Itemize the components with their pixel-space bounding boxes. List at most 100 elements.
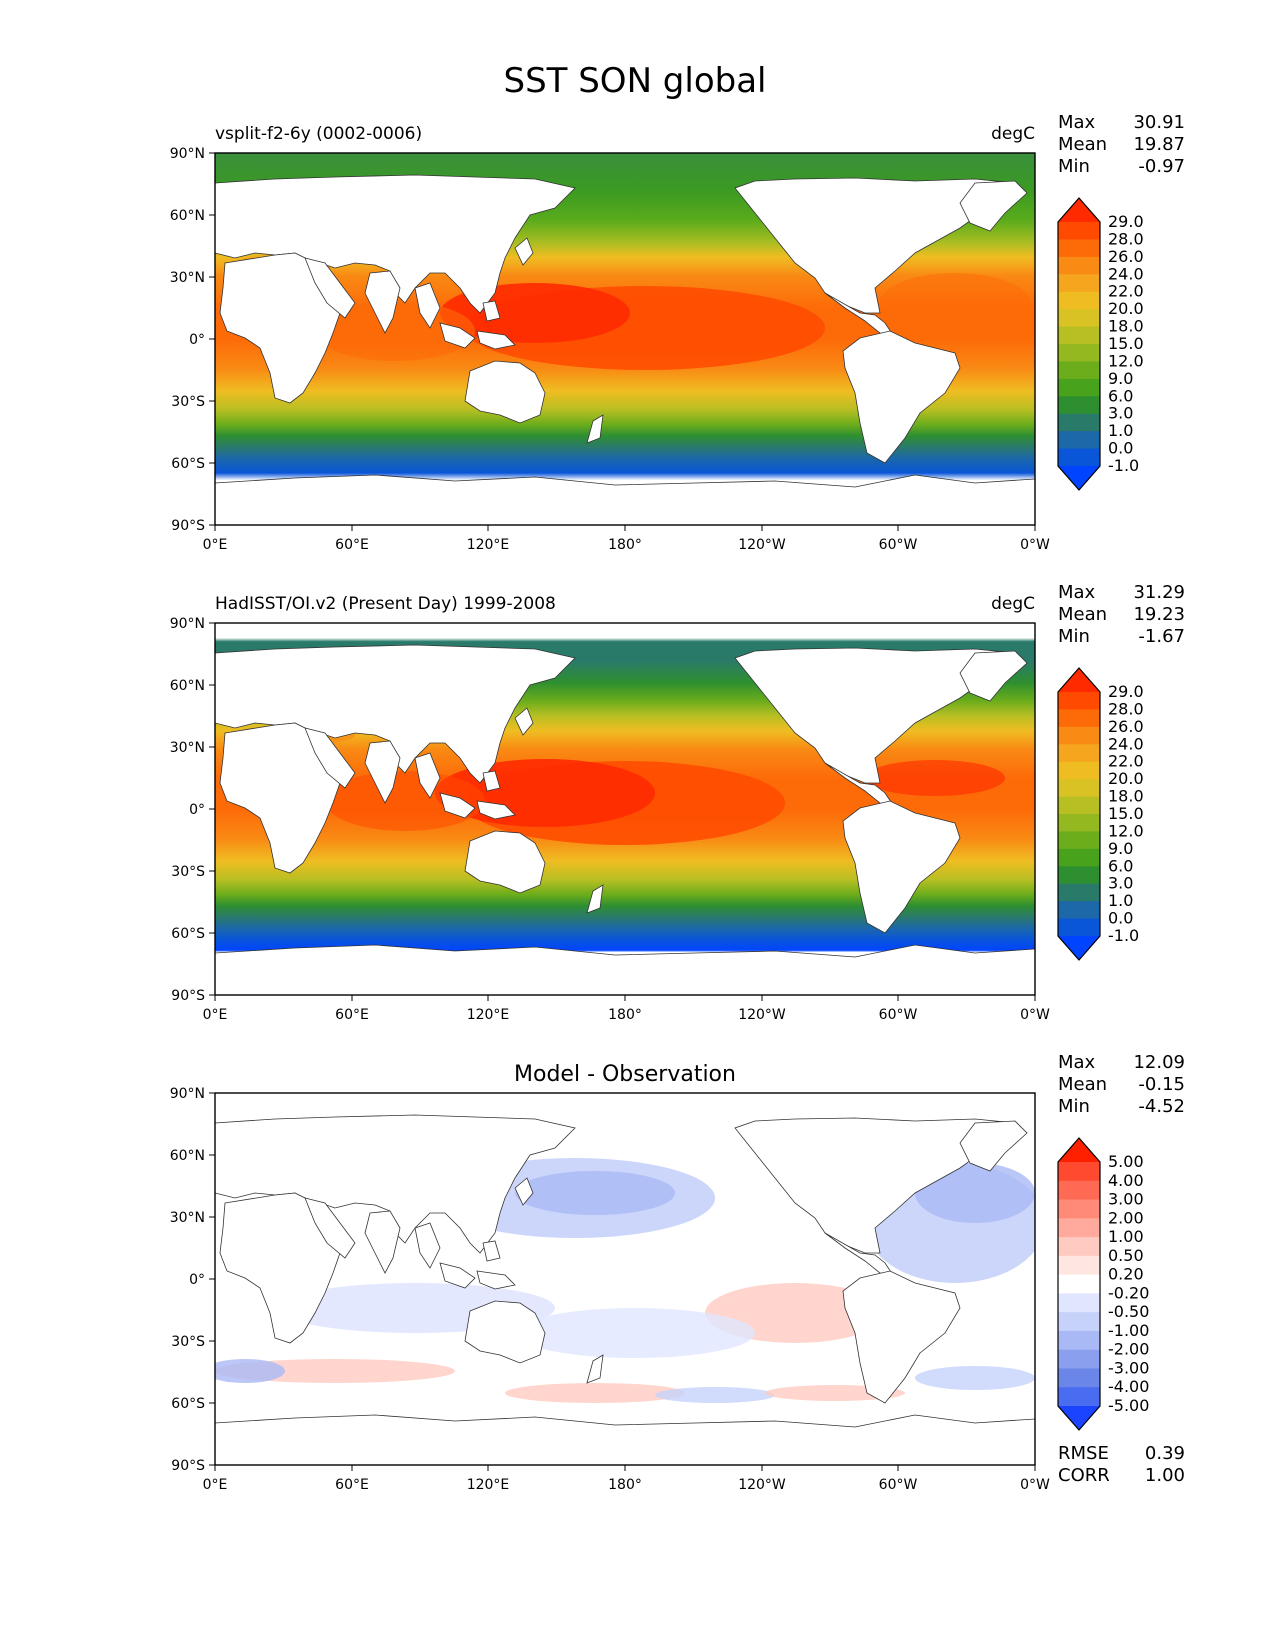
stats-block: Max 12.09 Mean -0.15 Min -4.52 bbox=[1058, 1052, 1185, 1117]
colorbar-tick-label: 9.0 bbox=[1108, 369, 1133, 388]
colorbar-segment bbox=[1058, 1368, 1100, 1388]
figure-title: SST SON global bbox=[503, 61, 766, 101]
colorbar-tick-label: 18.0 bbox=[1108, 317, 1144, 336]
stat-label: CORR bbox=[1058, 1465, 1110, 1486]
lat-tick-label: 30°S bbox=[171, 864, 205, 880]
colorbar-segment bbox=[1058, 709, 1100, 728]
colorbar-segment bbox=[1058, 448, 1100, 467]
colorbar-tick-label: 9.0 bbox=[1108, 839, 1133, 858]
colorbar-segment bbox=[1058, 866, 1100, 885]
lat-axis: 90°N 60°N 30°N 0° 30°S 60°S 90°S bbox=[170, 616, 215, 1004]
colorbar-segment bbox=[1058, 1293, 1100, 1313]
colorbar-segment bbox=[1058, 1218, 1100, 1238]
lat-tick-label: 60°S bbox=[171, 456, 205, 472]
lat-tick-label: 60°N bbox=[170, 678, 205, 694]
stat-label: Mean bbox=[1058, 604, 1107, 625]
colorbar-tick-label: 18.0 bbox=[1108, 787, 1144, 806]
colorbar-tick-label: 5.00 bbox=[1108, 1152, 1144, 1171]
lon-tick-label: 60°W bbox=[879, 1007, 918, 1023]
colorbar-tick-label: 26.0 bbox=[1108, 247, 1144, 266]
colorbar-tick-label: -1.00 bbox=[1108, 1321, 1149, 1340]
stat-label: Min bbox=[1058, 156, 1090, 177]
lat-tick-label: 30°N bbox=[170, 270, 205, 286]
colorbar-tick-label: -4.00 bbox=[1108, 1377, 1149, 1396]
colorbar-tick-label: 22.0 bbox=[1108, 752, 1144, 771]
colorbar-segment bbox=[1058, 814, 1100, 832]
colorbar-segment bbox=[1058, 344, 1100, 362]
colorbar-extend-top bbox=[1058, 668, 1100, 692]
lon-tick-label: 120°E bbox=[467, 537, 510, 553]
lat-tick-label: 90°N bbox=[170, 146, 205, 162]
bottom-stats: RMSE 0.39 CORR 1.00 bbox=[1058, 1443, 1185, 1486]
lat-tick-label: 0° bbox=[189, 332, 205, 348]
colorbar-segment bbox=[1058, 1199, 1100, 1219]
lon-tick-label: 180° bbox=[608, 1477, 642, 1493]
colorbar-outline bbox=[1057, 197, 1101, 491]
lon-tick-label: 60°W bbox=[879, 1477, 918, 1493]
colorbar-tick-label: 24.0 bbox=[1108, 264, 1144, 283]
colorbar-segment bbox=[1058, 779, 1100, 798]
lon-tick-label: 0°E bbox=[203, 1007, 228, 1023]
colorbar-extend-top bbox=[1058, 1138, 1100, 1162]
colorbar-segment bbox=[1058, 222, 1100, 240]
colorbar-tick-label: 0.20 bbox=[1108, 1265, 1144, 1284]
panel-left-title: HadISST/OI.v2 (Present Day) 1999-2008 bbox=[215, 594, 556, 614]
colorbar-segment bbox=[1058, 831, 1100, 850]
colorbar-tick-label: 26.0 bbox=[1108, 717, 1144, 736]
stat-value: 31.29 bbox=[1133, 582, 1185, 603]
map-field bbox=[215, 153, 1035, 525]
colorbar-tick-label: 15.0 bbox=[1108, 334, 1144, 353]
colorbar-segment bbox=[1058, 901, 1100, 920]
lat-tick-label: 90°S bbox=[171, 1458, 205, 1474]
stats-block: Max 31.29 Mean 19.23 Min -1.67 bbox=[1058, 582, 1185, 647]
colorbar-tick-label: 22.0 bbox=[1108, 282, 1144, 301]
stat-label: Min bbox=[1058, 626, 1090, 647]
colorbar-segment bbox=[1058, 744, 1100, 763]
stat-value: -0.97 bbox=[1138, 156, 1185, 177]
stats-block: Max 30.91 Mean 19.87 Min -0.97 bbox=[1058, 112, 1185, 177]
colorbar-tick-label: 12.0 bbox=[1108, 351, 1144, 370]
colorbar-segment bbox=[1058, 378, 1100, 397]
colorbar-tick-label: 24.0 bbox=[1108, 734, 1144, 753]
stat-label: Max bbox=[1058, 112, 1096, 133]
stat-value: -4.52 bbox=[1138, 1096, 1185, 1117]
colorbar-tick-label: 0.0 bbox=[1108, 439, 1133, 458]
lon-tick-label: 60°E bbox=[335, 1007, 369, 1023]
lat-tick-label: 30°N bbox=[170, 1210, 205, 1226]
colorbar-tick-label: -1.0 bbox=[1108, 926, 1139, 945]
lat-tick-label: 90°S bbox=[171, 518, 205, 534]
map-field bbox=[215, 623, 1035, 995]
panel-difference: Model - Observation 90°N 60°N 30°N 0° 30… bbox=[170, 1052, 1185, 1493]
lon-tick-label: 120°W bbox=[738, 1477, 786, 1493]
colorbar-extend-bottom bbox=[1058, 1406, 1100, 1430]
colorbar-outline bbox=[1057, 667, 1101, 961]
colorbar-tick-label: 29.0 bbox=[1108, 212, 1144, 231]
colorbar-segment bbox=[1058, 1180, 1100, 1201]
colorbar-tick-label: 15.0 bbox=[1108, 804, 1144, 823]
colorbar-segment bbox=[1058, 239, 1100, 258]
stat-value: 0.39 bbox=[1145, 1443, 1185, 1464]
lon-tick-label: 60°E bbox=[335, 537, 369, 553]
colorbar-tick-label: 6.0 bbox=[1108, 386, 1133, 405]
colorbar-tick-label: 20.0 bbox=[1108, 299, 1144, 318]
lon-tick-label: 0°W bbox=[1020, 1007, 1050, 1023]
colorbar-tick-label: 28.0 bbox=[1108, 699, 1144, 718]
colorbar-extend-bottom bbox=[1058, 936, 1100, 960]
colorbar-segment bbox=[1058, 1255, 1100, 1276]
colorbar-tick-label: 28.0 bbox=[1108, 229, 1144, 248]
colorbar-tick-label: 0.50 bbox=[1108, 1246, 1144, 1265]
lon-tick-label: 0°E bbox=[203, 1477, 228, 1493]
colorbar-tick-label: -1.0 bbox=[1108, 456, 1139, 475]
colorbar-tick-label: -0.20 bbox=[1108, 1283, 1149, 1302]
stat-label: Max bbox=[1058, 582, 1096, 603]
colorbar-segment bbox=[1058, 1162, 1100, 1182]
lon-tick-label: 120°W bbox=[738, 537, 786, 553]
colorbar-segment bbox=[1058, 1312, 1100, 1332]
lat-tick-label: 0° bbox=[189, 1272, 205, 1288]
stat-value: -1.67 bbox=[1138, 626, 1185, 647]
lon-axis: 0°E 60°E 120°E 180° 120°W 60°W 0°W bbox=[203, 1465, 1050, 1493]
lat-tick-label: 30°S bbox=[171, 1334, 205, 1350]
lon-tick-label: 60°W bbox=[879, 537, 918, 553]
colorbar-tick-label: 6.0 bbox=[1108, 856, 1133, 875]
lon-tick-label: 120°W bbox=[738, 1007, 786, 1023]
